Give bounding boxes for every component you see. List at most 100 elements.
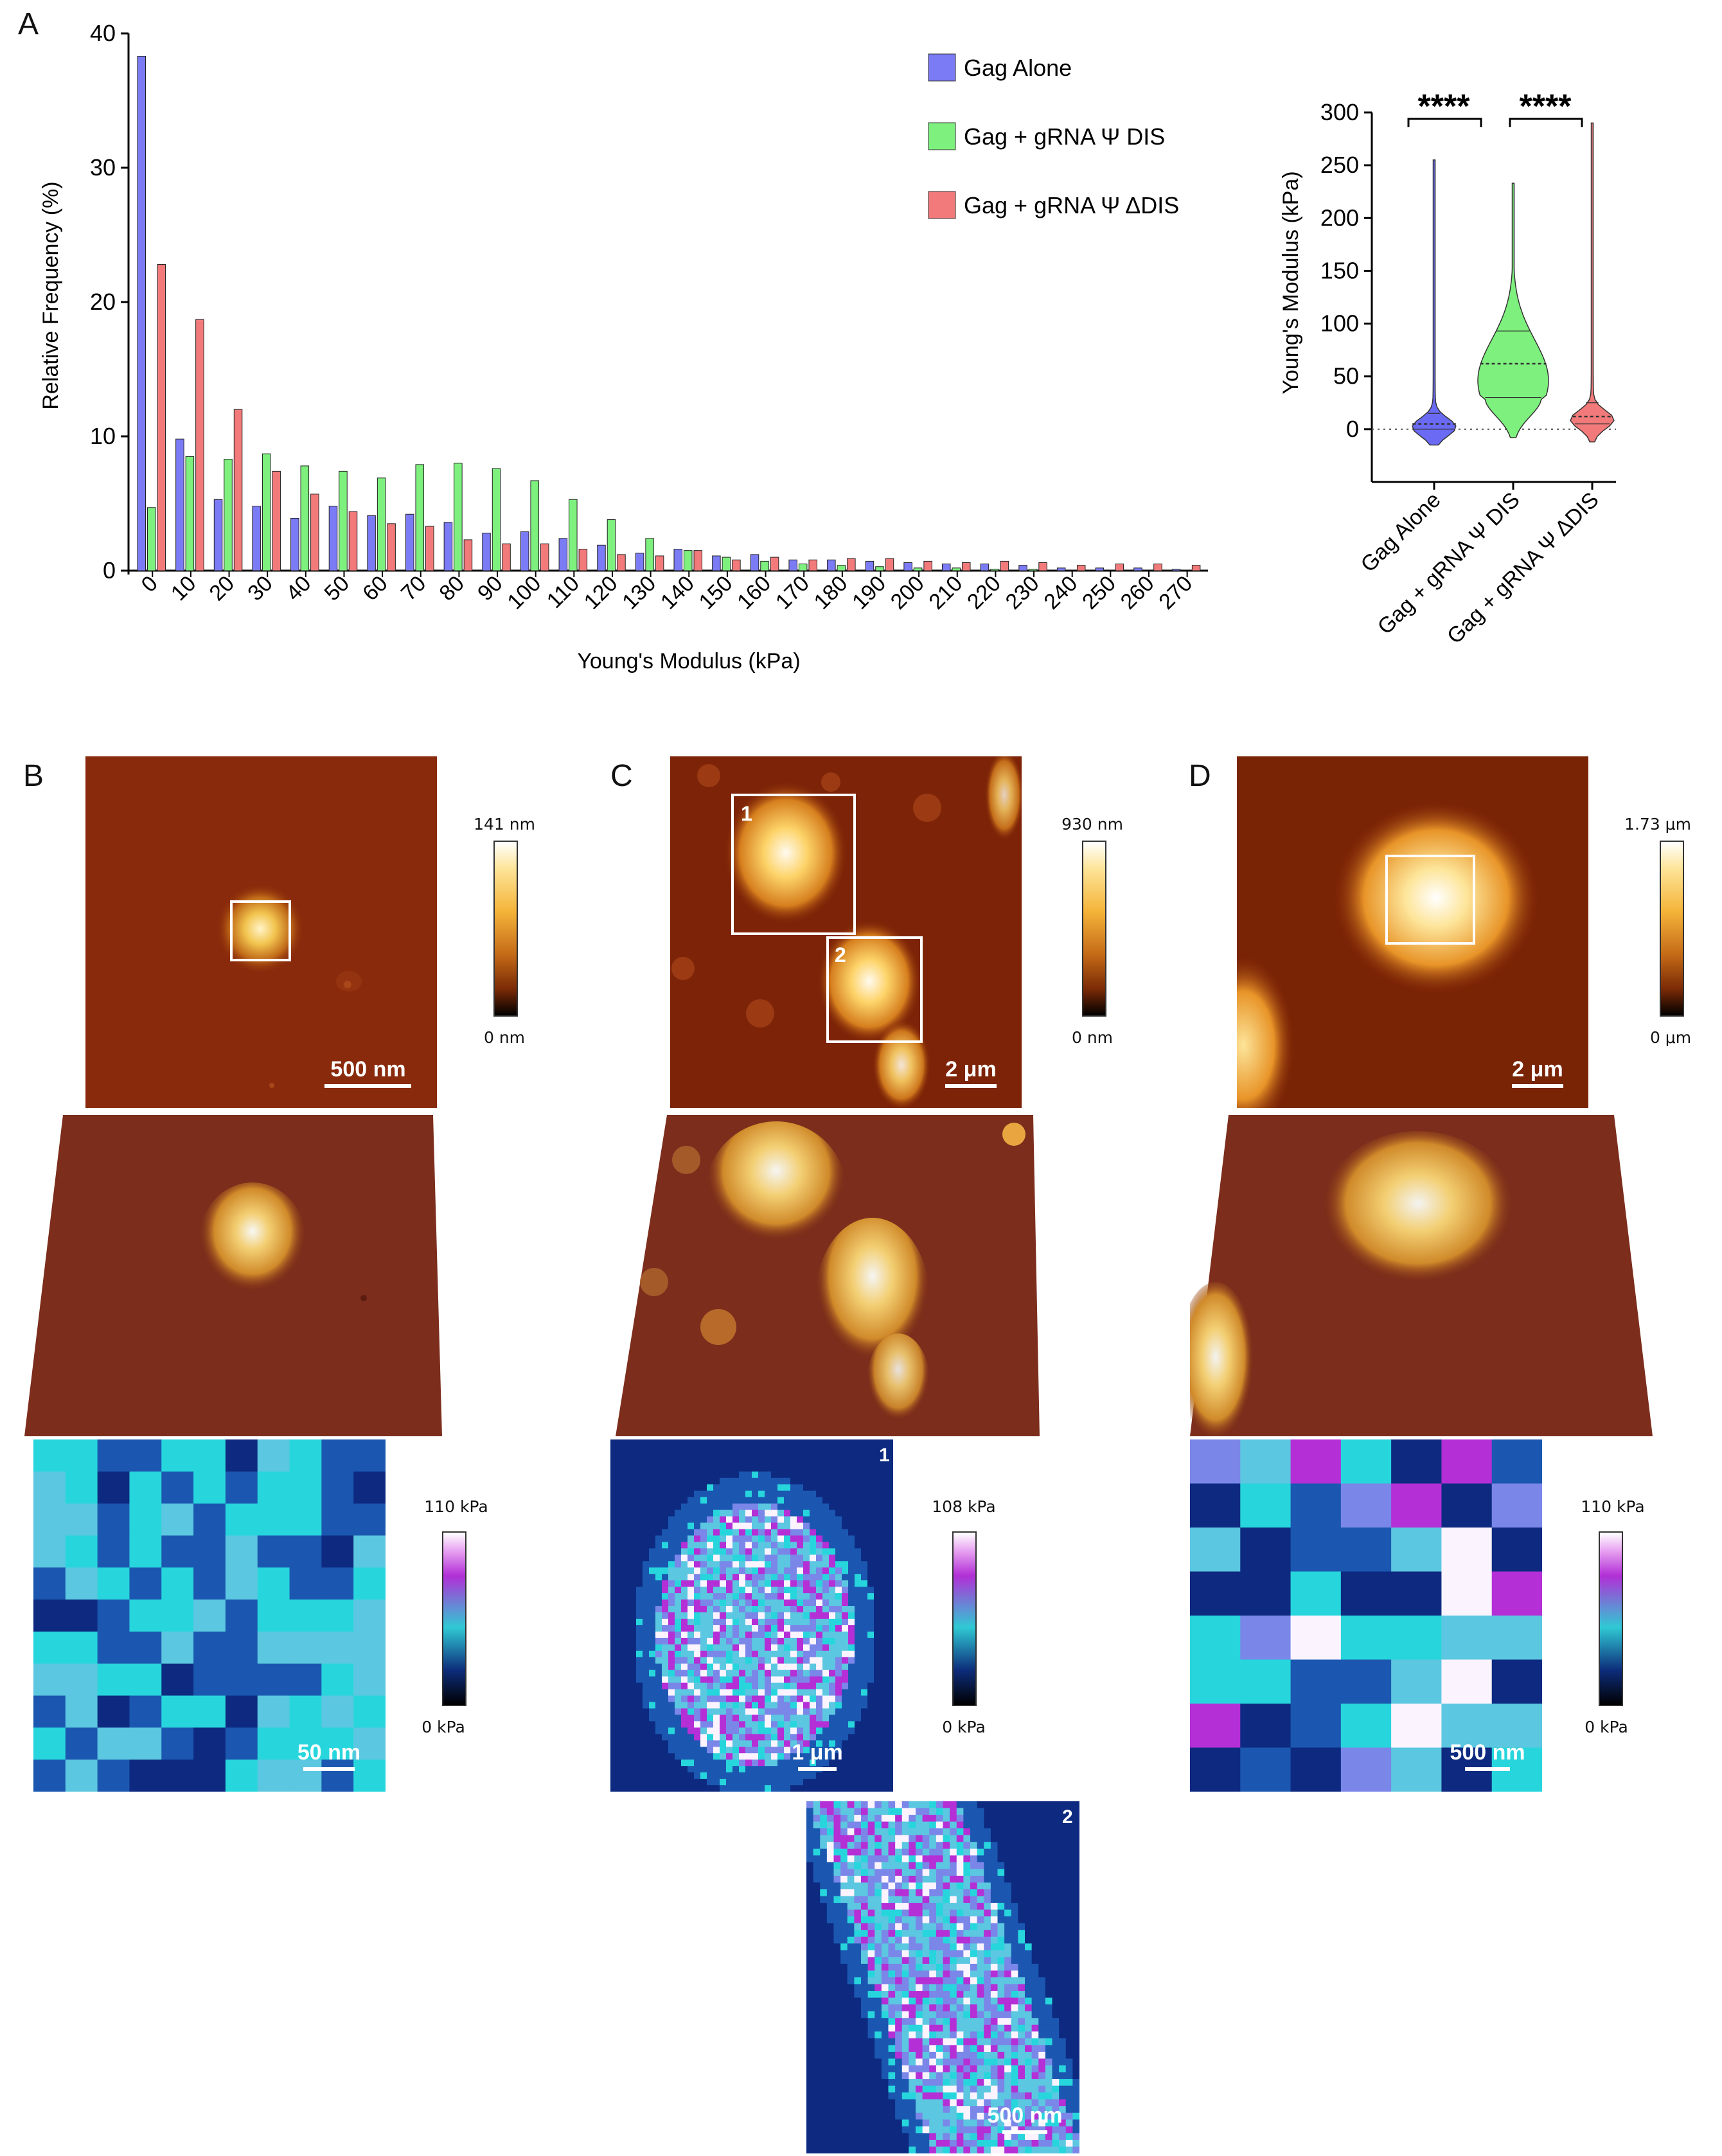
modulus-pixel [797, 1689, 804, 1697]
modulus-pixel [784, 1612, 791, 1619]
modulus-pixel [840, 2058, 848, 2066]
modulus-pixel [861, 1821, 869, 1829]
modulus-pixel [822, 1676, 830, 1684]
modulus-pixel [777, 1490, 785, 1498]
modulus-pixel [694, 1715, 701, 1722]
modulus-pixel [752, 1445, 759, 1453]
modulus-pixel [745, 1445, 752, 1453]
modulus-pixel [688, 1535, 695, 1543]
modulus-pixel [822, 1657, 830, 1664]
modulus-pixel [916, 2018, 923, 2026]
modulus-pixel [745, 1779, 752, 1786]
modulus-pixel [1025, 1916, 1033, 1924]
modulus-pixel [929, 2024, 937, 2032]
modulus-pixel [675, 1708, 682, 1716]
modulus-pixel [1038, 1889, 1046, 1897]
modulus-pixel [874, 2072, 882, 2080]
modulus-pixel [649, 1567, 656, 1574]
modulus-pixel [861, 1950, 869, 1957]
histogram-x-tick-label: 160 [732, 571, 776, 614]
modulus-pixel [610, 1747, 617, 1754]
modulus-pixel [810, 1574, 817, 1581]
modulus-pixel [950, 1977, 957, 1985]
modulus-pixel [655, 1625, 662, 1632]
modulus-pixel [867, 2058, 875, 2066]
modulus-pixel [694, 1510, 701, 1517]
modulus-pixel [797, 1445, 804, 1453]
modulus-pixel [700, 1471, 707, 1479]
modulus-pixel [681, 1740, 688, 1747]
modulus-pixel [861, 1740, 868, 1747]
modulus-pixel [675, 1670, 682, 1677]
modulus-pixel [739, 1580, 746, 1587]
modulus-pixel [922, 1848, 930, 1856]
modulus-pixel [936, 1848, 944, 1856]
modulus-pixel [813, 1815, 821, 1822]
modulus-pixel [848, 1702, 855, 1709]
modulus-pixel [720, 1650, 727, 1658]
modulus-pixel [881, 1923, 889, 1930]
modulus-pixel [797, 1599, 804, 1607]
modulus-pixel [745, 1555, 752, 1562]
modulus-pixel [867, 2024, 875, 2032]
modulus-pixel [909, 2079, 916, 2087]
modulus-pixel [840, 1909, 848, 1917]
modulus-pixel [1011, 1848, 1018, 1856]
modulus-pixel [895, 1923, 903, 1930]
modulus-pixel [888, 1916, 896, 1924]
modulus-pixel [1045, 1875, 1053, 1884]
modulus-pixel [668, 1637, 675, 1645]
modulus-pixel [726, 1593, 733, 1600]
modulus-pixel [880, 1445, 887, 1453]
modulus-pixel [970, 1842, 978, 1849]
modulus-pixel [1065, 2058, 1073, 2066]
modulus-pixel [675, 1471, 682, 1479]
modulus-pixel [970, 1984, 978, 1991]
modulus-pixel [842, 1522, 849, 1530]
modulus-pixel [813, 1862, 821, 1869]
modulus-pixel [813, 2011, 821, 2018]
modulus-pixel [777, 1452, 785, 1459]
modulus-pixel [950, 1855, 957, 1863]
modulus-pixel [816, 1503, 823, 1511]
modulus-pixel [901, 2018, 909, 2026]
modulus-pixel [977, 1801, 984, 1809]
modulus-pixel [1038, 1855, 1046, 1863]
modulus-pixel [997, 1815, 1005, 1822]
modulus-pixel [997, 1936, 1005, 1944]
modulus-pixel [1004, 1808, 1012, 1815]
histogram-bar [233, 409, 243, 571]
modulus-pixel [1031, 1930, 1039, 1938]
modulus-pixel [688, 1490, 695, 1498]
modulus-pixel [1025, 1801, 1033, 1809]
modulus-pixel [1072, 1936, 1079, 1944]
modulus-pixel [881, 2126, 889, 2134]
modulus-pixel [895, 1909, 903, 1917]
modulus-pixel [777, 1503, 785, 1511]
modulus-pixel [193, 1727, 226, 1760]
modulus-pixel [765, 1670, 772, 1677]
modulus-pixel [681, 1663, 688, 1671]
modulus-pixel [720, 1452, 727, 1459]
modulus-pixel [765, 1465, 772, 1472]
modulus-pixel [855, 1522, 862, 1530]
modulus-pixel [842, 1516, 849, 1524]
modulus-pixel [842, 1702, 849, 1709]
modulus-pixel [688, 1766, 695, 1773]
modulus-pixel [936, 2072, 944, 2080]
modulus-pixel [855, 1721, 862, 1728]
modulus-pixel [752, 1637, 759, 1645]
modulus-pixel [867, 2031, 875, 2039]
modulus-pixel [881, 1957, 889, 1964]
modulus-pixel [990, 1842, 999, 1849]
modulus-pixel [895, 1977, 903, 1985]
modulus-pixel [1059, 2112, 1067, 2120]
modulus-pixel [225, 1599, 258, 1632]
modulus-pixel [797, 1516, 804, 1524]
modulus-pixel [936, 1930, 944, 1938]
modulus-pixel [617, 1503, 624, 1511]
modulus-pixel [720, 1670, 727, 1677]
modulus-pixel [694, 1497, 701, 1504]
modulus-pixel [943, 2119, 950, 2127]
modulus-pixel [984, 1970, 991, 1978]
